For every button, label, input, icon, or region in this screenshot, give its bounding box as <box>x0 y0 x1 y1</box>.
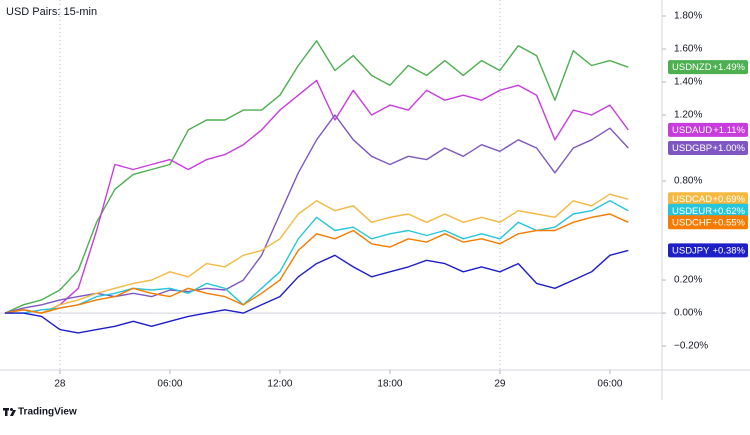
badge-box <box>668 192 748 207</box>
legend-label: USDGBP <box>672 143 712 154</box>
badge-box <box>668 141 748 156</box>
series-line <box>4 213 629 314</box>
source-logo <box>3 408 16 416</box>
badge-box <box>668 60 748 75</box>
y-tick-label: 0.20% <box>674 275 702 286</box>
series-badge: USDNZD +1.49% <box>668 60 748 75</box>
series-badge: USDCHF +0.55% <box>668 215 748 230</box>
end-value-label: +1.11% <box>713 125 745 136</box>
source-label: TradingView <box>18 407 77 418</box>
series-line <box>4 114 629 314</box>
y-tick-label: 1.80% <box>674 11 702 22</box>
series-line <box>4 200 629 314</box>
y-tick-label: 1.20% <box>674 110 702 121</box>
badge-box <box>668 203 748 218</box>
end-value-label: +1.00% <box>713 143 746 154</box>
series-line <box>4 193 629 314</box>
series-badge: USDAUD +1.11% <box>668 122 748 137</box>
y-tick-label: 0.00% <box>674 308 702 319</box>
y-tick-label: −0.20% <box>674 341 708 352</box>
legend-label: USDCAD <box>672 194 712 205</box>
y-tick-label: 0.80% <box>674 176 702 187</box>
logo-part <box>10 408 13 411</box>
x-tick-label: 28 <box>54 379 66 390</box>
series-badge: USDEUR +0.62% <box>668 203 748 218</box>
legend-label: USDAUD <box>672 125 712 136</box>
end-value-label: +0.38% <box>713 245 746 256</box>
logo-part <box>5 408 8 416</box>
end-value-label: +0.69% <box>713 194 746 205</box>
series-line <box>4 249 629 334</box>
badge-box <box>668 243 748 258</box>
series-line <box>4 79 629 314</box>
series-badge: USDJPY +0.38% <box>668 243 748 258</box>
logo-part <box>10 410 16 416</box>
x-tick-label: 18:00 <box>377 379 402 390</box>
badge-box <box>668 215 748 230</box>
series-line <box>4 40 629 314</box>
legend-label: USDJPY <box>672 245 710 256</box>
x-tick-label: 12:00 <box>267 379 292 390</box>
x-tick-label: 29 <box>494 379 506 390</box>
series-badge: USDCAD +0.69% <box>668 192 748 207</box>
end-value-label: +0.55% <box>713 217 746 228</box>
series-badge: USDGBP +1.00% <box>668 141 748 156</box>
x-tick-label: 06:00 <box>157 379 182 390</box>
legend-label: USDCHF <box>672 217 712 228</box>
end-value-label: +0.62% <box>713 206 746 217</box>
badge-box <box>668 122 748 137</box>
x-tick-label: 06:00 <box>597 379 622 390</box>
legend-label: USDNZD <box>672 62 712 73</box>
y-tick-label: 1.40% <box>674 77 702 88</box>
end-value-label: +1.49% <box>713 62 746 73</box>
chart-title: USD Pairs: 15-min <box>6 6 97 18</box>
legend-label: USDEUR <box>672 206 712 217</box>
y-tick-label: 1.60% <box>674 44 702 55</box>
